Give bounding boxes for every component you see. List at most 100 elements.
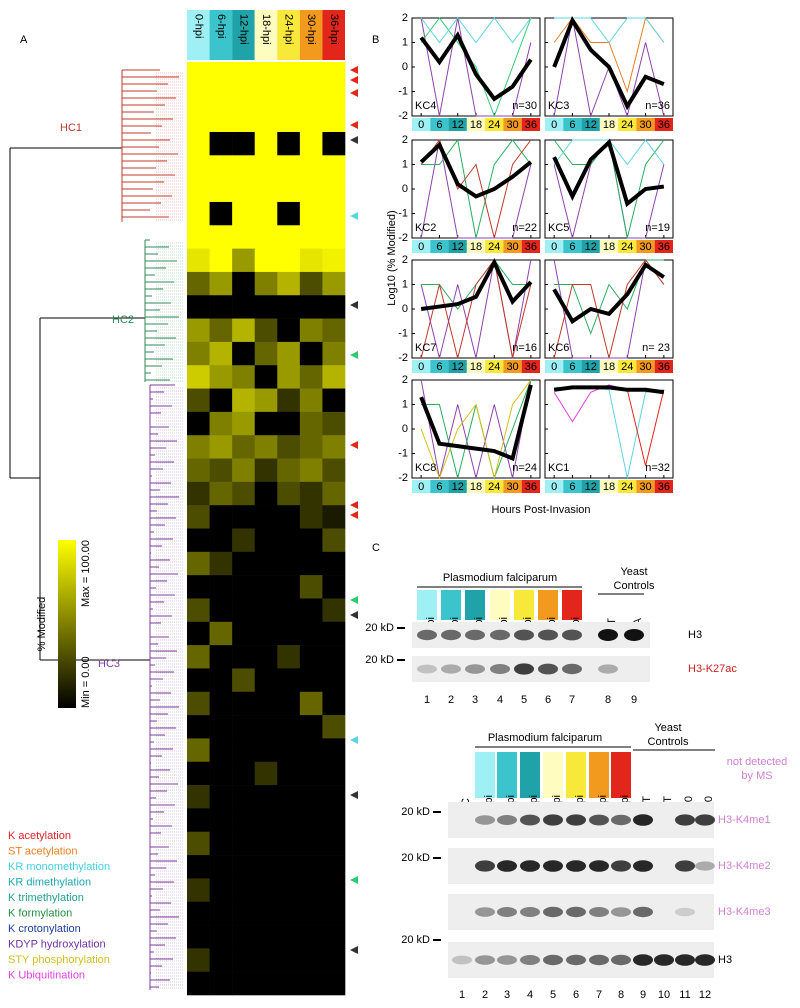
x-tick-label: 12 xyxy=(585,481,597,493)
lane-number: 5 xyxy=(550,989,556,1001)
x-tick-cell xyxy=(503,118,522,131)
heatmap-cell xyxy=(187,575,210,599)
heatmap-cell xyxy=(277,831,301,856)
heatmap-cell xyxy=(322,435,346,459)
heatmap-cell xyxy=(187,388,210,413)
band xyxy=(417,629,437,641)
heatmap-cell xyxy=(232,738,256,763)
heatmap-cell xyxy=(232,505,256,529)
heatmap-cell xyxy=(254,201,278,226)
heatmap-cell xyxy=(209,645,233,669)
heatmap-cell xyxy=(209,481,233,506)
row-arrow xyxy=(350,501,358,509)
heatmap-cell xyxy=(322,271,346,296)
heatmap-cell xyxy=(277,551,301,576)
heatmap-cell xyxy=(277,481,301,506)
heatmap-cell xyxy=(187,505,210,529)
heatmap-cell xyxy=(187,761,210,786)
heatmap-cell xyxy=(299,621,323,646)
x-tick-cell xyxy=(521,118,540,131)
heatmap-cell xyxy=(322,621,346,646)
heatmap-cell xyxy=(187,621,210,646)
heatmap-cell xyxy=(322,178,346,203)
band xyxy=(695,861,715,871)
x-tick-cell xyxy=(618,240,637,253)
heatmap-cell xyxy=(232,621,256,646)
x-tick-cell xyxy=(485,240,504,253)
x-tick-cell xyxy=(412,240,431,253)
heatmap-cell xyxy=(232,458,256,483)
heatmap-cell xyxy=(209,598,233,623)
x-tick-cell xyxy=(581,480,600,493)
x-tick-label: 12 xyxy=(585,119,597,131)
lane-number: 1 xyxy=(424,694,430,706)
heatmap-cell xyxy=(322,131,346,156)
plot-frame xyxy=(544,379,674,479)
x-tick-cell xyxy=(521,480,540,493)
lane-number: 2 xyxy=(482,989,488,1001)
heatmap-cell xyxy=(322,481,346,506)
trace-line xyxy=(420,258,532,359)
x-tick-label: 36 xyxy=(658,241,670,253)
heatmap-cell xyxy=(322,155,346,179)
x-tick-label: 24 xyxy=(621,119,633,131)
row-arrow xyxy=(350,301,358,309)
x-tick-cell xyxy=(503,480,522,493)
heatmap-cell xyxy=(254,598,278,623)
x-tick-cell xyxy=(563,480,582,493)
band xyxy=(695,954,715,966)
row-arrow xyxy=(350,946,358,954)
y-tick-label: -2 xyxy=(398,472,408,484)
heatmap-cell xyxy=(277,528,301,553)
heatmap-cell xyxy=(254,411,278,436)
heatmap-cell xyxy=(254,295,278,319)
x-tick-cell xyxy=(599,118,619,131)
x-tick-label: 24 xyxy=(488,361,500,373)
heatmap-cell xyxy=(254,365,278,389)
heatmap-cell xyxy=(254,178,278,203)
x-tick-cell xyxy=(563,360,582,373)
lane-number: 4 xyxy=(527,989,533,1001)
heatmap-cell xyxy=(254,901,278,926)
heatmap-cell xyxy=(299,505,323,529)
heatmap-cell xyxy=(254,621,278,646)
mean-line xyxy=(419,384,533,462)
heatmap-cell xyxy=(209,901,233,926)
panel-label: A xyxy=(20,34,28,46)
band xyxy=(675,907,695,917)
heatmap-cell xyxy=(232,855,256,879)
heatmap-cell xyxy=(277,248,301,273)
heatmap-cell xyxy=(322,971,346,996)
band xyxy=(538,629,558,641)
x-tick-label: 6 xyxy=(569,119,575,131)
heatmap-cell xyxy=(232,925,256,949)
cluster-count: n=30 xyxy=(512,100,537,112)
lane-number: 1 xyxy=(459,989,465,1001)
colorbar-min: Min = 0.00 xyxy=(80,656,92,708)
heatmap-cell xyxy=(209,85,233,109)
timepoint-label: 30-hpi xyxy=(305,14,317,45)
heatmap-cell xyxy=(277,761,301,786)
timepoint-header xyxy=(232,10,255,60)
heatmap-cell xyxy=(254,341,278,366)
heatmap-cell xyxy=(322,551,346,576)
heatmap-cell xyxy=(299,411,323,436)
heatmap-cell xyxy=(232,715,256,739)
x-tick-cell xyxy=(654,118,673,131)
heatmap-cell xyxy=(277,901,301,926)
band xyxy=(589,954,609,966)
timepoint-label: 24-hpi xyxy=(283,14,295,45)
x-tick-label: 0 xyxy=(551,119,557,131)
heatmap-cell xyxy=(209,925,233,949)
heatmap-cell xyxy=(277,948,301,972)
heatmap-cell xyxy=(322,691,346,716)
band xyxy=(497,815,517,825)
cluster-count: n=36 xyxy=(645,100,670,112)
heatmap-cell xyxy=(254,715,278,739)
heatmap-cell xyxy=(277,505,301,529)
heatmap-cell xyxy=(299,62,323,86)
mean-line xyxy=(552,16,665,111)
heatmap-cell xyxy=(299,668,323,693)
heatmap-cell xyxy=(254,785,278,809)
heatmap-cell xyxy=(209,388,233,413)
